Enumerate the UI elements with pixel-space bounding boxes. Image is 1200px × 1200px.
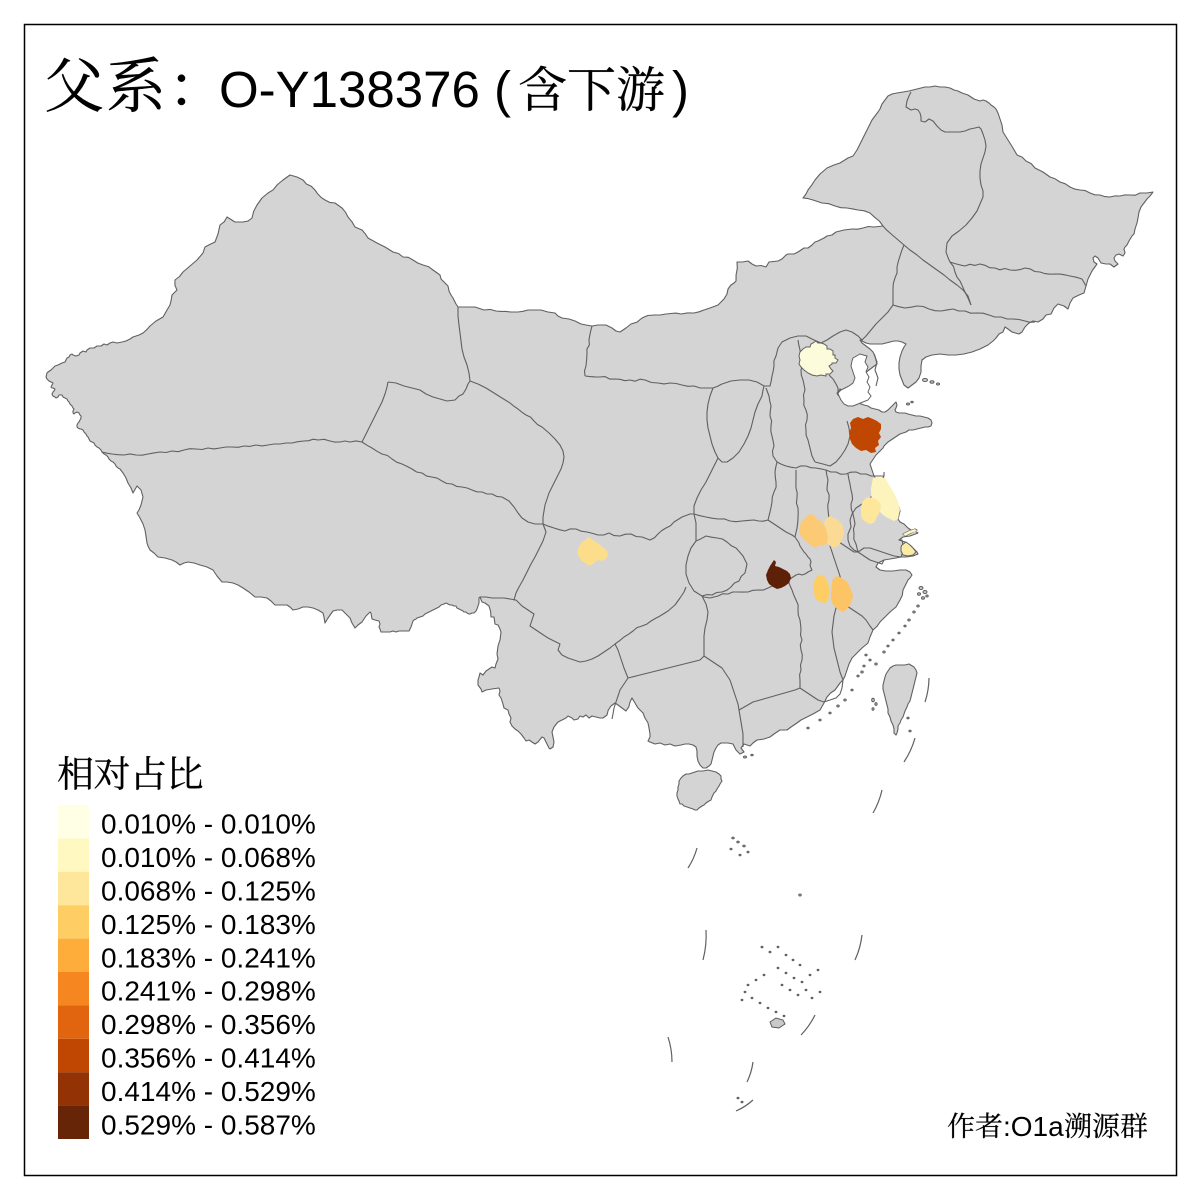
- svg-text:0.125% - 0.183%: 0.125% - 0.183%: [101, 909, 316, 940]
- svg-text:0.529% - 0.587%: 0.529% - 0.587%: [101, 1109, 316, 1140]
- svg-text:0.241% - 0.298%: 0.241% - 0.298%: [101, 976, 316, 1007]
- svg-text::O1a: :O1a: [1003, 1111, 1064, 1142]
- svg-text:0.356% - 0.414%: 0.356% - 0.414%: [101, 1043, 316, 1074]
- svg-text:0.068% - 0.125%: 0.068% - 0.125%: [101, 876, 316, 907]
- svg-text:0.010% - 0.010%: 0.010% - 0.010%: [101, 809, 316, 840]
- svg-text:O-Y138376 (: O-Y138376 (: [219, 61, 511, 118]
- svg-text:0.414% - 0.529%: 0.414% - 0.529%: [101, 1076, 316, 1107]
- svg-text:0.298% - 0.356%: 0.298% - 0.356%: [101, 1009, 316, 1040]
- svg-text:0.183% - 0.241%: 0.183% - 0.241%: [101, 942, 316, 973]
- svg-text:): ): [672, 61, 689, 118]
- svg-text:0.010% - 0.068%: 0.010% - 0.068%: [101, 842, 316, 873]
